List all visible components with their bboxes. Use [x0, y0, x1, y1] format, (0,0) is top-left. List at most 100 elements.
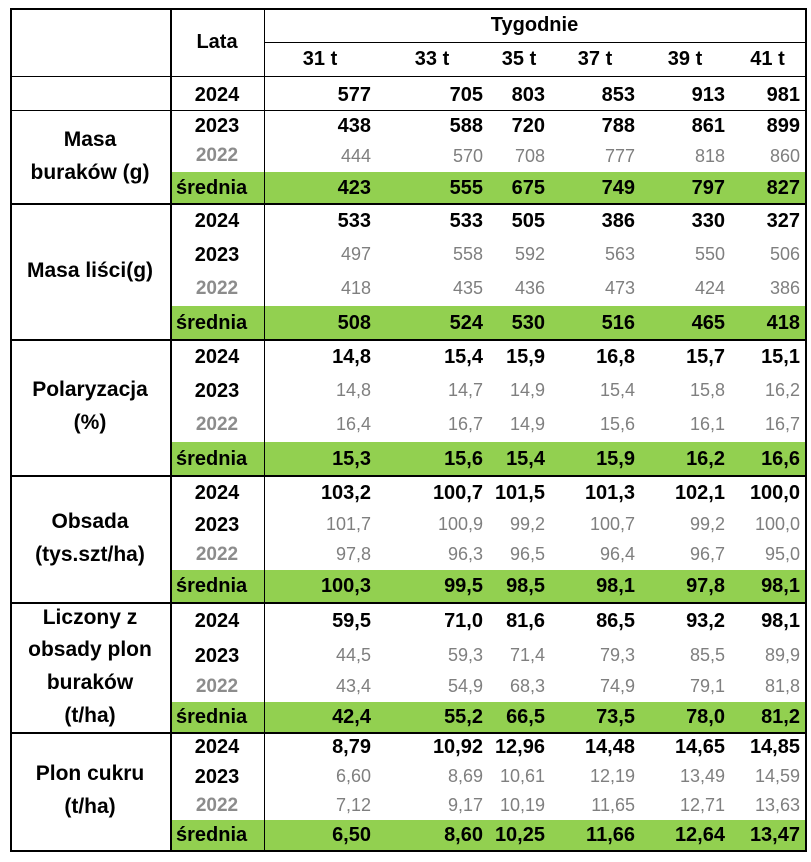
value-cell: 570 [452, 145, 483, 166]
value-cell: 101,3 [584, 481, 635, 504]
value-cell: 777 [604, 145, 635, 166]
group-label-text: Liczony z obsady plon buraków (t/ha) [28, 602, 152, 732]
value-cell: 100,0 [749, 481, 800, 504]
value-cell: 15,9 [550, 442, 640, 475]
value-cell: 675 [488, 172, 550, 203]
value-cell: 93,2 [686, 610, 725, 632]
value-cell: 15,6 [376, 442, 488, 475]
value-cell: 15,3 [264, 442, 376, 475]
group-label-line: (tys.szt/ha) [35, 542, 145, 566]
value-cell: 749 [550, 172, 640, 203]
group-label-line: (t/ha) [64, 703, 116, 727]
value-cell: 10,19 [499, 795, 545, 816]
group-label: Polaryzacja (%) [10, 339, 170, 475]
value-cell: 59,3 [447, 645, 483, 666]
value-cell: 516 [550, 306, 640, 339]
value-cell: 15,8 [689, 380, 725, 401]
header-week-4: 37 t [577, 48, 613, 70]
year-label: 2024 [194, 481, 240, 504]
value-cell: 592 [514, 244, 545, 265]
value-cell: 66,5 [488, 702, 550, 732]
value-cell: 99,5 [376, 570, 488, 602]
year-label: 2023 [194, 514, 240, 536]
year-label: 2024 [194, 209, 240, 232]
group-label-line: buraków [46, 671, 134, 694]
value-cell: 85,5 [689, 645, 725, 666]
value-cell: 12,96 [494, 736, 545, 758]
value-cell: 15,6 [599, 414, 635, 435]
value-cell: 14,9 [509, 380, 545, 401]
value-cell: 10,61 [499, 766, 545, 787]
value-cell: 424 [694, 278, 725, 299]
value-cell: 100,3 [264, 570, 376, 602]
value-cell: 14,85 [749, 736, 800, 758]
value-cell: 577 [337, 84, 371, 106]
header-week-3: 35 t [501, 48, 537, 70]
header-years-label: Lata [196, 31, 238, 53]
group-label: Masa buraków (g) [10, 110, 170, 203]
value-cell: 81,2 [730, 702, 805, 732]
value-cell: 418 [340, 278, 371, 299]
value-cell: 44,5 [335, 645, 371, 666]
table-border [10, 76, 170, 77]
value-cell: 98,5 [488, 570, 550, 602]
year-label: 2024 [194, 345, 240, 368]
value-cell: 418 [730, 306, 805, 339]
value-cell: 533 [449, 209, 483, 232]
value-cell: 524 [376, 306, 488, 339]
group-label-line: Liczony z [42, 605, 138, 629]
value-cell: 797 [640, 172, 730, 203]
average-row-label: średnia [170, 172, 264, 203]
value-cell: 899 [766, 114, 800, 137]
value-cell: 73,5 [550, 702, 640, 732]
value-cell: 16,7 [764, 414, 800, 435]
value-cell: 12,71 [679, 795, 725, 816]
table-border [170, 8, 172, 852]
value-cell: 71,4 [509, 645, 545, 666]
table-border [264, 8, 265, 852]
header-week-5: 39 t [667, 48, 703, 70]
year-label: 2023 [194, 645, 240, 667]
value-cell: 55,2 [376, 702, 488, 732]
value-cell: 423 [264, 172, 376, 203]
value-cell: 81,8 [764, 676, 800, 697]
value-cell: 14,59 [754, 766, 800, 787]
table-border [10, 110, 805, 111]
group-label-line: Obsada [51, 509, 129, 533]
value-cell: 97,8 [640, 570, 730, 602]
value-cell: 8,60 [376, 820, 488, 850]
value-cell: 14,8 [335, 380, 371, 401]
value-cell: 14,7 [447, 380, 483, 401]
value-cell: 386 [601, 209, 635, 232]
value-cell: 330 [691, 209, 725, 232]
value-cell: 913 [691, 84, 725, 106]
table-border [10, 339, 805, 341]
value-cell: 9,17 [447, 795, 483, 816]
value-cell: 78,0 [640, 702, 730, 732]
value-cell: 102,1 [674, 481, 725, 504]
value-cell: 508 [264, 306, 376, 339]
value-cell: 12,19 [589, 766, 635, 787]
table-border [170, 76, 805, 77]
value-cell: 550 [694, 244, 725, 265]
value-cell: 860 [769, 145, 800, 166]
table-border [264, 42, 805, 43]
value-cell: 473 [604, 278, 635, 299]
value-cell: 10,92 [432, 736, 483, 758]
value-cell: 6,60 [335, 766, 371, 787]
value-cell: 444 [340, 145, 371, 166]
value-cell: 386 [769, 278, 800, 299]
value-cell: 79,1 [689, 676, 725, 697]
value-cell: 99,2 [689, 514, 725, 535]
value-cell: 15,4 [599, 380, 635, 401]
year-label: 2022 [195, 543, 239, 565]
value-cell: 555 [376, 172, 488, 203]
table-border [10, 850, 807, 852]
header-week-6: 41 t [750, 48, 785, 70]
value-cell: 14,9 [509, 414, 545, 435]
value-cell: 96,7 [689, 544, 725, 565]
value-cell: 436 [514, 278, 545, 299]
value-cell: 438 [337, 114, 371, 137]
value-cell: 803 [511, 84, 545, 106]
